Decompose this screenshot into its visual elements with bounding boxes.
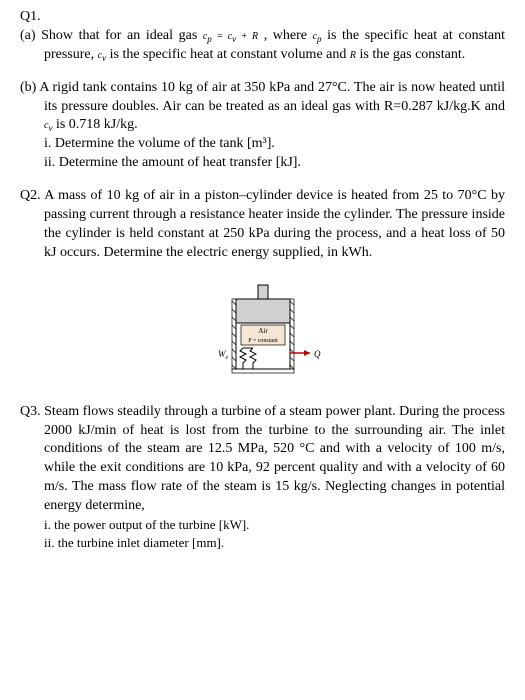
q1a-prefix: (a) Show that for an ideal gas xyxy=(20,28,203,43)
q1a-end: is the gas constant. xyxy=(356,47,465,62)
piston-figure-svg: Air P = constant We Q xyxy=(188,281,338,381)
q2-text: Q2. A mass of 10 kg of air in a piston–c… xyxy=(20,187,505,263)
q1-header: Q1. xyxy=(20,8,505,27)
q1b-i: i. Determine the volume of the tank [m³]… xyxy=(20,135,505,154)
fig-p-label: P = constant xyxy=(248,338,278,344)
piston-cylinder-figure: Air P = constant We Q xyxy=(20,281,505,381)
q3-i: i. the power output of the turbine [kW]. xyxy=(20,516,505,534)
question-1: Q1. (a) Show that for an ideal gas cp = … xyxy=(20,8,505,173)
q1b-ii: ii. Determine the amount of heat transfe… xyxy=(20,154,505,173)
q1a-cv: cv xyxy=(98,50,106,61)
q1a-cp: cp xyxy=(313,31,322,42)
question-3: Q3. Steam flows steadily through a turbi… xyxy=(20,403,505,551)
question-2: Q2. A mass of 10 kg of air in a piston–c… xyxy=(20,187,505,263)
q1a-after-cv: is the specific heat at constant volume … xyxy=(106,47,350,62)
fig-air-label: Air xyxy=(258,327,268,335)
fig-we-label: We xyxy=(218,349,229,361)
q3-text: Q3. Steam flows steadily through a turbi… xyxy=(20,403,505,516)
fig-q-label: Q xyxy=(314,349,321,359)
q1-part-b: (b) A rigid tank contains 10 kg of air a… xyxy=(20,79,505,136)
q3-ii: ii. the turbine inlet diameter [mm]. xyxy=(20,534,505,552)
q1b-end: is 0.718 kJ/kg. xyxy=(52,117,137,132)
q1a-eq-cp: cp = cv + R xyxy=(203,31,258,42)
q1a-mid: , where xyxy=(258,28,312,43)
q1-part-a: (a) Show that for an ideal gas cp = cv +… xyxy=(20,27,505,65)
q1b-text: (b) A rigid tank contains 10 kg of air a… xyxy=(20,80,505,114)
